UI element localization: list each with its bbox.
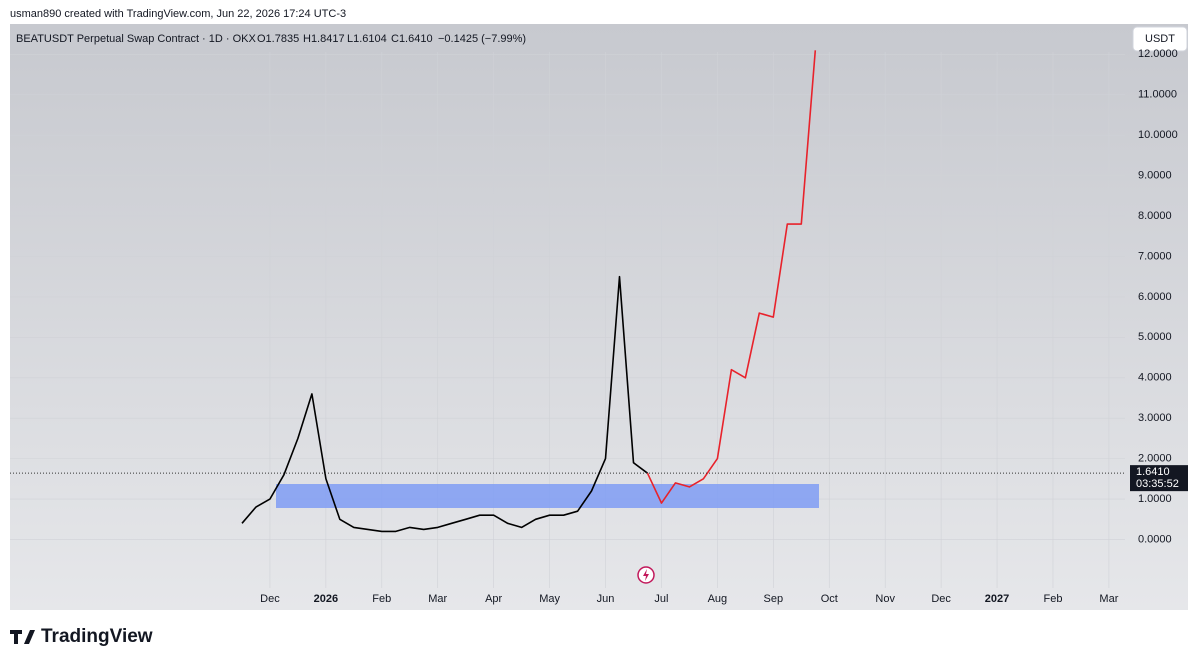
y-tick-label: 3.0000 bbox=[1138, 412, 1172, 424]
y-tick-label: 9.0000 bbox=[1138, 170, 1172, 182]
x-tick-label: 2026 bbox=[314, 593, 338, 605]
last-price-label: 1.6410 bbox=[1136, 466, 1170, 478]
y-tick-label: 0.0000 bbox=[1138, 533, 1172, 545]
y-tick-label: 2.0000 bbox=[1138, 453, 1172, 465]
y-tick-label: 1.0000 bbox=[1138, 493, 1172, 505]
y-tick-label: 11.0000 bbox=[1138, 89, 1177, 101]
chart-panel bbox=[10, 24, 1188, 610]
x-tick-label: Dec bbox=[931, 593, 951, 605]
currency: USDT bbox=[1145, 33, 1175, 45]
y-tick-label: 5.0000 bbox=[1138, 331, 1172, 343]
logo-mark bbox=[10, 630, 35, 644]
y-tick-label: 7.0000 bbox=[1138, 250, 1172, 262]
x-tick-label: Feb bbox=[372, 593, 391, 605]
y-tick-label: 8.0000 bbox=[1138, 210, 1172, 222]
change: −0.1425 (−7.99%) bbox=[438, 33, 526, 45]
price-line bbox=[646, 50, 817, 504]
support-zone bbox=[276, 484, 819, 508]
x-tick-label: Jun bbox=[597, 593, 615, 605]
x-tick-label: Apr bbox=[485, 593, 502, 605]
x-tick-label: Jul bbox=[654, 593, 668, 605]
x-tick-label: 2027 bbox=[985, 593, 1009, 605]
x-tick-label: Dec bbox=[260, 593, 280, 605]
y-tick-label: 10.0000 bbox=[1138, 129, 1178, 141]
event-glyph bbox=[643, 569, 649, 581]
x-tick-label: Mar bbox=[1099, 593, 1118, 605]
x-tick-label: Nov bbox=[875, 593, 895, 605]
countdown: 03:35:52 bbox=[1136, 478, 1179, 490]
high: H1.8417 bbox=[303, 33, 345, 45]
close: C1.6410 bbox=[391, 33, 433, 45]
x-tick-label: Feb bbox=[1043, 593, 1062, 605]
x-tick-label: Mar bbox=[428, 593, 447, 605]
brand: TradingView bbox=[41, 626, 153, 647]
y-tick-label: 4.0000 bbox=[1138, 372, 1172, 384]
open: O1.7835 bbox=[257, 33, 299, 45]
x-tick-label: Oct bbox=[821, 593, 838, 605]
low: L1.6104 bbox=[347, 33, 387, 45]
y-tick-label: 12.0000 bbox=[1138, 48, 1178, 60]
logo: TradingView bbox=[10, 626, 153, 647]
series bbox=[241, 50, 817, 533]
currency-button[interactable] bbox=[1132, 26, 1188, 52]
x-tick-label: May bbox=[539, 593, 560, 605]
price-line bbox=[241, 275, 648, 533]
credit: usman890 created with TradingView.com, J… bbox=[10, 8, 346, 20]
symbol: BEATUSDT Perpetual Swap Contract · 1D · … bbox=[16, 33, 257, 45]
last-price-box bbox=[1130, 465, 1188, 492]
x-tick-label: Aug bbox=[708, 593, 728, 605]
legend-header: BEATUSDT Perpetual Swap Contract · 1D · … bbox=[16, 33, 526, 45]
y-tick-label: 6.0000 bbox=[1138, 291, 1172, 303]
axes: 0.0000 1.0000 2.0000 3.0000 4.0000 5.0000 6.00… bbox=[10, 48, 1188, 605]
x-tick-label: Sep bbox=[764, 593, 784, 605]
